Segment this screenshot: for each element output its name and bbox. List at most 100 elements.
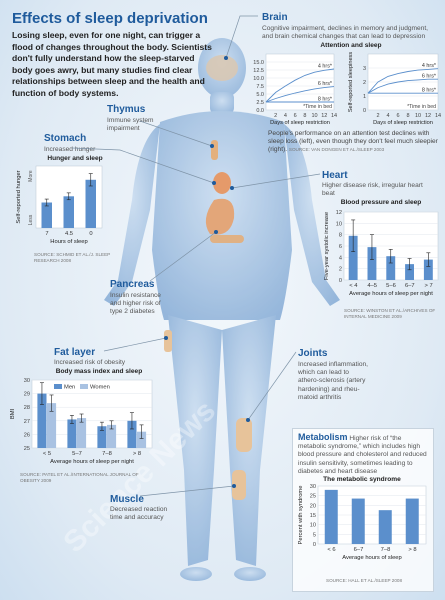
brain-caption: People's performance on an attention tes…	[268, 130, 440, 155]
bar	[405, 498, 419, 544]
y-tick-label: 15	[310, 513, 316, 519]
x-tick-label: 12	[425, 113, 431, 119]
y-tick-label: 29	[24, 392, 30, 398]
bar	[378, 510, 392, 544]
y-tick-label: 0.0	[256, 108, 264, 114]
x-tick-label: 12	[321, 113, 327, 119]
bar	[63, 196, 74, 228]
x-tick-label: 5–7	[72, 451, 82, 457]
heart-desc: Higher disease risk, irregular heart bea…	[322, 182, 423, 198]
joints-title: Joints	[298, 348, 328, 359]
metabolism-source: SOURCE: HALL ET AL./SLEEP 2008	[326, 578, 403, 583]
x-tick-label: 5–6	[386, 283, 396, 289]
heart-title: Heart	[322, 170, 348, 181]
x-tick-label: 7	[45, 231, 48, 237]
legend-swatch	[54, 384, 62, 389]
thymus-desc: Immune system impairment	[107, 117, 154, 133]
page-title: Effects of sleep deprivation	[12, 10, 208, 27]
bar	[137, 431, 147, 448]
series-label: 6 hrs*	[422, 74, 437, 80]
y-axis-label: Percent with syndrome	[298, 486, 304, 545]
x-tick-label: 14	[435, 113, 441, 119]
y-axis-label: Self-reported hunger	[16, 170, 22, 223]
x-tick-label: 10	[312, 113, 318, 119]
y-tick-label: 4	[339, 255, 342, 261]
y-tick-label: 5	[313, 532, 316, 538]
series-label: 6 hrs*	[318, 81, 333, 87]
x-tick-label: 4.5	[65, 231, 73, 237]
x-axis-label: Days of sleep restriction	[270, 120, 330, 126]
x-tick-label: 8	[406, 113, 409, 119]
y-axis-label: Errors	[250, 74, 252, 89]
metabolism-title: Metabolism	[298, 432, 348, 442]
bar	[348, 235, 358, 280]
chart-note: *Time in bed	[407, 104, 436, 110]
pancreas-title: Pancreas	[110, 279, 155, 290]
metabolic-chart: 0 5 10 15 20 25 30 < 6 6–7 7–8 > 8 Average hours of…	[298, 484, 427, 561]
heart-source: SOURCE: WINSTON ET AL./ARCHIVES OF INTER…	[344, 308, 436, 319]
x-tick-label: 2	[376, 113, 379, 119]
x-axis-label: Days of sleep restriction	[373, 120, 433, 126]
x-tick-label: 6	[294, 113, 297, 119]
fat-source: SOURCE: PATEL ET AL./INTERNATIONAL JOURN…	[20, 472, 139, 483]
y-tick-label: 1	[363, 94, 366, 100]
pancreas-desc: Insulin resistance and higher risk of ty…	[110, 292, 161, 316]
y-tick-label: 8	[339, 233, 342, 239]
x-tick-label: 6–7	[405, 283, 415, 289]
brain-title: Brain	[262, 12, 288, 23]
bar	[107, 424, 117, 448]
bar	[367, 247, 377, 280]
series-line	[367, 68, 439, 94]
brain-desc: Cognitive impairment, declines in memory…	[262, 25, 429, 41]
x-tick-label: 8	[303, 113, 306, 119]
y-tick-label: 30	[310, 484, 316, 490]
bar	[47, 403, 57, 448]
x-tick-label: < 6	[327, 547, 335, 553]
muscle-desc: Decreased reaction time and accuracy	[110, 506, 168, 522]
x-tick-label: < 5	[43, 451, 51, 457]
y-tick-label: 25	[24, 446, 30, 452]
y-axis-label: Five-year systolic increase	[324, 212, 330, 280]
plot-area	[265, 53, 335, 111]
y-tick-label: 12	[336, 210, 342, 216]
x-tick-label: > 8	[133, 451, 141, 457]
x-tick-label: 2	[274, 113, 277, 119]
x-tick-label: 6	[396, 113, 399, 119]
y-tick-label: 7.5	[256, 84, 264, 90]
x-axis-label: Hours of sleep	[50, 239, 87, 245]
series-line	[265, 86, 335, 103]
bmi-chart: 25 26 27 28 29 30 < 5 5–7 7–8 > 8 Average hours of…	[10, 378, 153, 465]
bar	[405, 264, 414, 280]
x-tick-label: 10	[415, 113, 421, 119]
series-label: 4 hrs*	[318, 64, 333, 70]
stomach-title: Stomach	[44, 133, 87, 144]
y-tick-label: 0	[313, 542, 316, 548]
bar	[37, 393, 47, 448]
x-tick-label: < 4	[349, 283, 358, 289]
bar	[127, 420, 137, 448]
y-tick-label: 26	[24, 432, 30, 438]
y-tick-label: 10.0	[253, 76, 264, 82]
y-axis-label: Self-reported sleepiness	[348, 52, 354, 113]
y-tick-label: 10	[336, 221, 342, 227]
x-tick-label: 6–7	[354, 547, 364, 553]
series-line	[367, 78, 438, 94]
series-line	[265, 68, 335, 103]
y-tick-label: 20	[310, 503, 316, 509]
y-tick-label: 28	[24, 405, 30, 411]
y-tick-label: 15.0	[253, 60, 264, 66]
x-tick-label: > 8	[408, 547, 416, 553]
x-tick-label: > 7	[424, 283, 432, 289]
y-top-label: More	[28, 170, 34, 182]
intro-text: Losing sleep, even for one night, can tr…	[12, 30, 212, 98]
bar	[423, 259, 433, 280]
series-label: 8 hrs*	[422, 88, 437, 94]
y-tick-label: 2	[339, 267, 342, 273]
brain-caption-text: People's performance on an attention tes…	[268, 130, 438, 154]
bar	[85, 179, 96, 228]
y-tick-label: 10	[310, 523, 316, 529]
x-tick-label: 7–8	[102, 451, 112, 457]
bar	[97, 426, 107, 448]
